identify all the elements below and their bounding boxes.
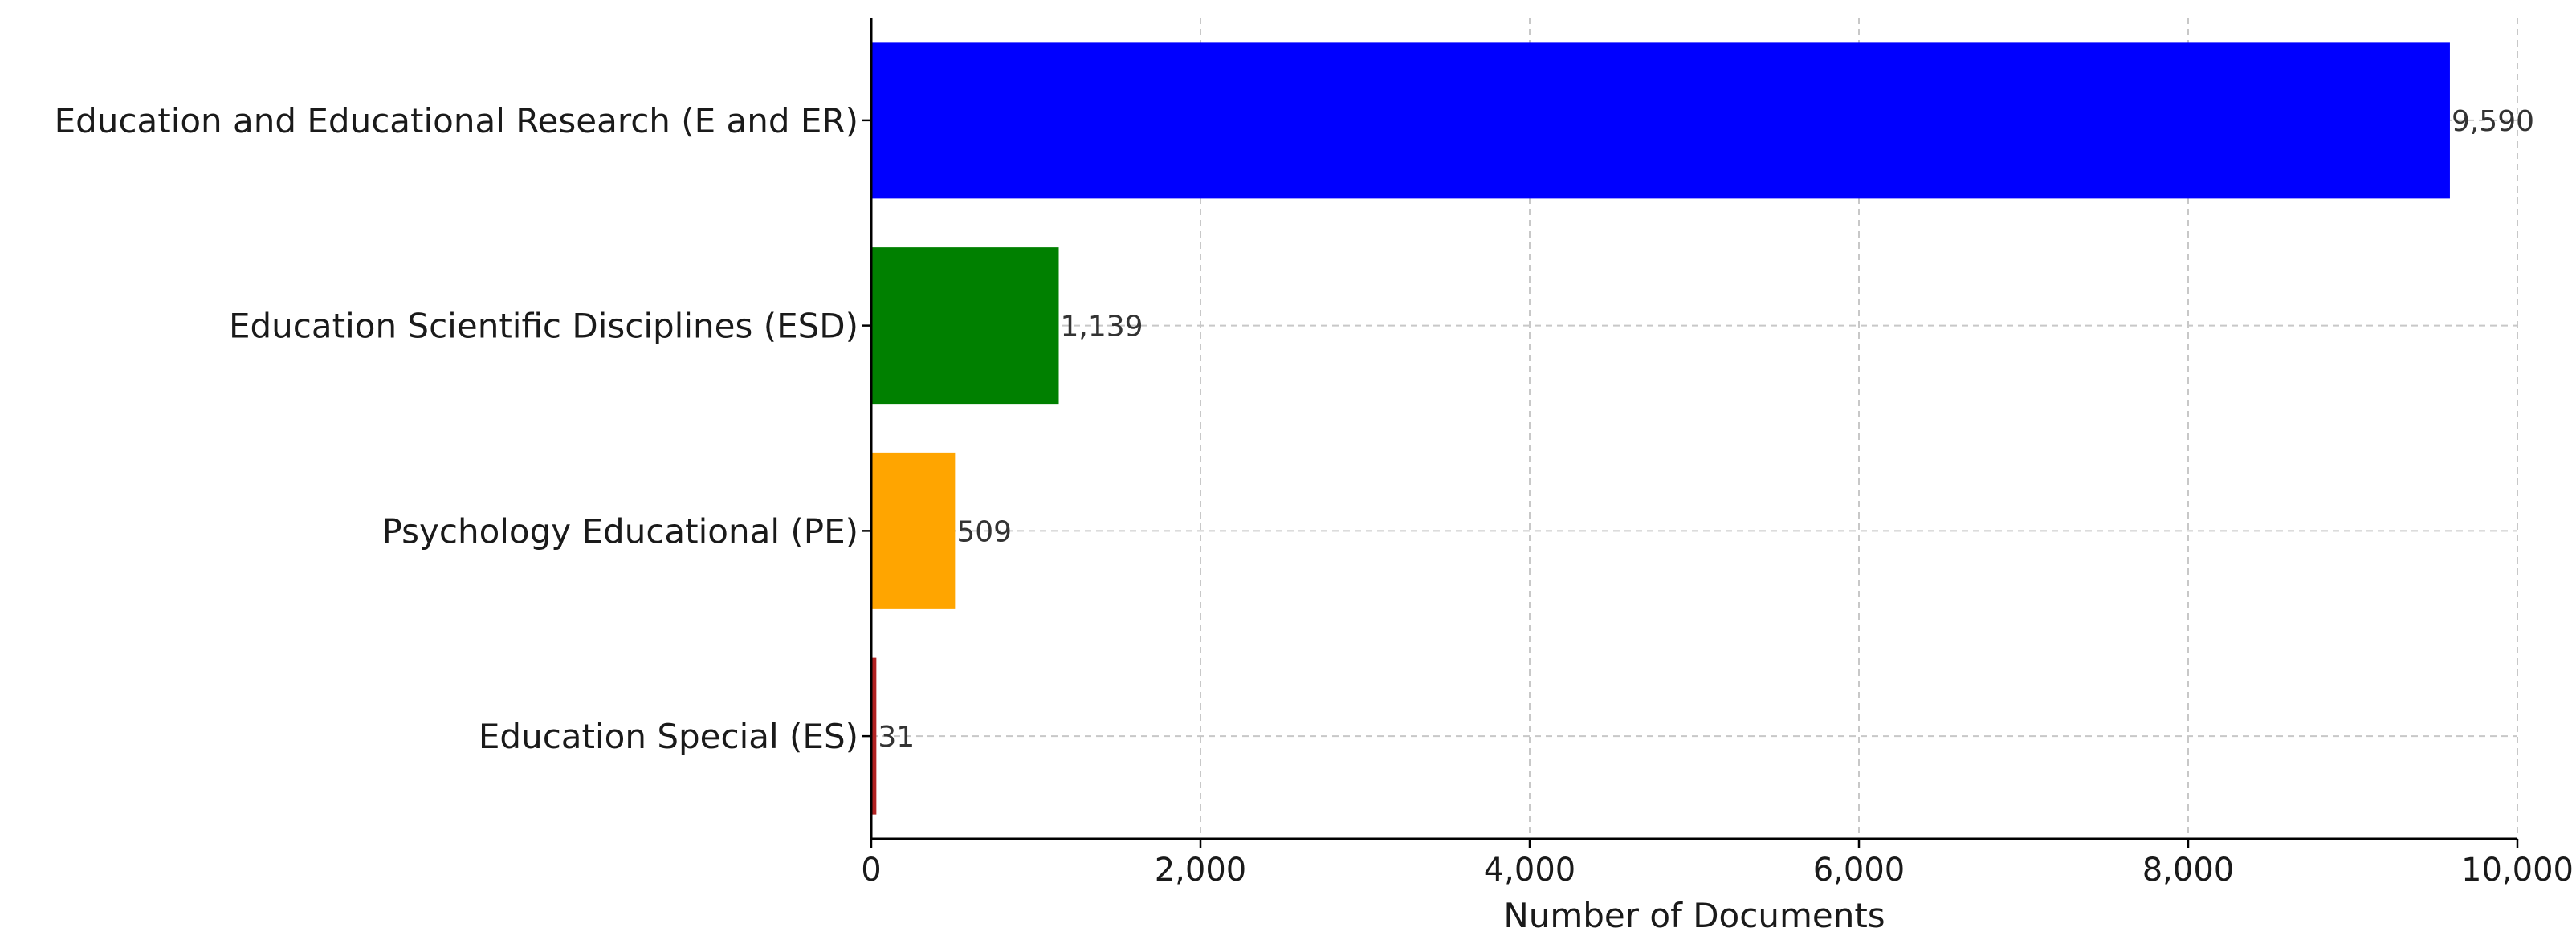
axes-layer bbox=[862, 18, 2519, 848]
x-tick-label: 6,000 bbox=[1813, 852, 1906, 889]
bar bbox=[871, 657, 877, 815]
category-label: Education Scientific Disciplines (ESD) bbox=[229, 307, 858, 346]
bars-layer bbox=[871, 42, 2450, 815]
category-label: Education and Educational Research (E an… bbox=[55, 101, 858, 140]
x-tick-label: 10,000 bbox=[2461, 852, 2574, 889]
bar bbox=[871, 452, 956, 609]
x-axis-title: Number of Documents bbox=[1503, 896, 1885, 935]
category-label: Education Special (ES) bbox=[479, 717, 858, 756]
data-label: 9,590 bbox=[2452, 105, 2534, 138]
category-label: Psychology Educational (PE) bbox=[382, 511, 858, 551]
x-tick-label: 4,000 bbox=[1484, 852, 1576, 889]
x-tick-label: 8,000 bbox=[2142, 852, 2235, 889]
data-label: 31 bbox=[878, 721, 915, 754]
x-tick-label: 0 bbox=[861, 852, 881, 889]
x-tick-label: 2,000 bbox=[1155, 852, 1247, 889]
labels-layer: 0 2,000 4,000 6,000 8,000 10,000 Education and… bbox=[55, 101, 2574, 889]
bar bbox=[871, 42, 2450, 199]
data-label: 509 bbox=[956, 515, 1012, 548]
data-label: 1,139 bbox=[1060, 311, 1143, 344]
bar bbox=[871, 247, 1059, 405]
